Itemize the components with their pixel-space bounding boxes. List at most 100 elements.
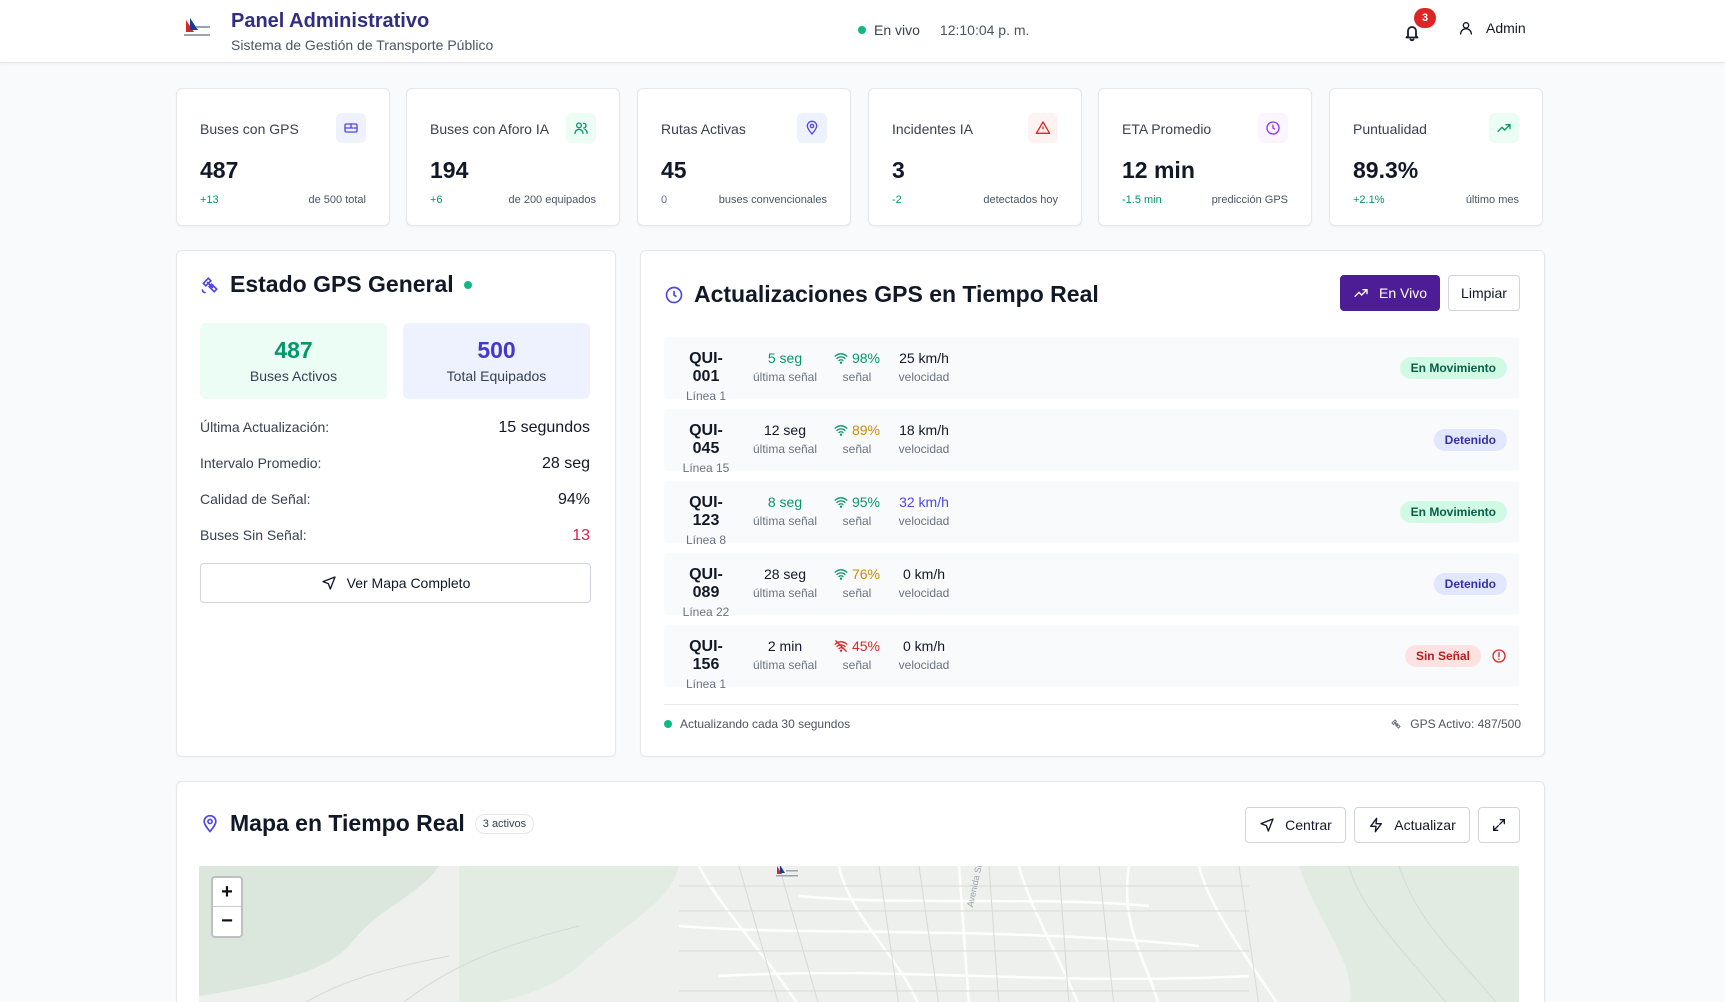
stat-row-signal-quality: Calidad de Señal: 94% [200, 491, 590, 509]
live-indicator: En vivo 12:10:04 p. m. [858, 22, 1029, 38]
bus-id: QUI-156 [689, 638, 723, 673]
fullscreen-button[interactable] [1478, 807, 1520, 843]
stat-row-value: 13 [572, 527, 590, 544]
total-buses-label: Total Equipados [446, 368, 547, 384]
signal-value: 89% [851, 422, 881, 438]
signal-value: 76% [851, 566, 881, 582]
status-dot-icon [664, 720, 672, 728]
last-signal-value: 5 seg [767, 350, 803, 366]
bus-line: Línea 15 [682, 461, 730, 475]
stat-delta: +2.1% [1353, 194, 1385, 206]
wifi-icon [834, 497, 848, 508]
stat-label: Buses con Aforo IA [430, 121, 550, 137]
speed-label: velocidad [898, 370, 950, 384]
clear-button[interactable]: Limpiar [1448, 275, 1520, 311]
user-menu[interactable]: Admin [1458, 20, 1526, 36]
status-badge: Sin Señal [1404, 645, 1481, 667]
table-row[interactable]: QUI-001 Línea 1 5 seg última señal 98% seña… [664, 337, 1519, 403]
total-buses-value: 500 [477, 337, 516, 363]
stat-row-value: 28 seg [541, 455, 590, 472]
update-interval-label: Actualizando cada 30 segundos [680, 717, 851, 731]
users-icon [566, 113, 596, 143]
stat-row-value: 94% [557, 491, 590, 508]
satellite-icon [201, 276, 218, 293]
speed-value: 0 km/h [902, 638, 945, 654]
last-signal-value: 2 min [767, 638, 803, 654]
clock-icon [665, 286, 683, 303]
stat-value: 194 [430, 157, 469, 183]
stat-card-buses-gps: Buses con GPS 487 +13 de 500 total [176, 88, 390, 226]
zoom-out-button[interactable]: − [221, 910, 233, 932]
gps-active-label: GPS Activo: 487/500 [1410, 717, 1521, 731]
signal-value: 98% [851, 350, 881, 366]
active-buses-value: 487 [274, 337, 313, 363]
table-row[interactable]: QUI-045 Línea 15 12 seg última señal 89% se… [664, 409, 1519, 475]
signal-label: señal [842, 658, 872, 672]
bus-icon [336, 113, 366, 143]
divider [664, 704, 1519, 705]
gps-status-header: Estado GPS General [200, 271, 472, 298]
table-row[interactable]: QUI-123 Línea 8 8 seg última señal 95% seña… [664, 481, 1519, 547]
center-map-label: Centrar [1285, 817, 1332, 833]
center-map-button[interactable]: Centrar [1245, 807, 1346, 843]
map-pin-icon [797, 113, 827, 143]
bell-icon[interactable] [1400, 20, 1424, 44]
status-badge: En Movimiento [1399, 501, 1507, 523]
table-row[interactable]: QUI-089 Línea 22 28 seg última señal 76% se… [664, 553, 1519, 619]
zoom-in-button[interactable]: + [213, 878, 241, 907]
stat-note: de 500 total [308, 194, 367, 206]
speed-label: velocidad [898, 514, 950, 528]
active-count-badge: 3 activos [474, 813, 535, 834]
clock-time: 12:10:04 p. m. [939, 22, 1030, 38]
stat-value: 89.3% [1353, 157, 1419, 183]
map-tiles [199, 866, 1519, 1002]
table-row[interactable]: QUI-156 Línea 1 2 min última señal 45% seña… [664, 625, 1519, 691]
stat-row-last-update: Última Actualización: 15 segundos [200, 419, 590, 437]
map-pin-icon [203, 814, 217, 833]
signal-value: 45% [851, 638, 881, 654]
live-button[interactable]: En Vivo [1340, 275, 1440, 311]
expand-icon [1493, 819, 1505, 831]
bus-id: QUI-001 [689, 350, 723, 385]
view-full-map-button[interactable]: Ver Mapa Completo [200, 563, 591, 603]
stat-note: detectados hoy [983, 194, 1058, 206]
stat-delta: +6 [430, 194, 443, 206]
bus-id: QUI-089 [689, 566, 723, 601]
app-logo [184, 18, 210, 36]
clear-button-label: Limpiar [1461, 285, 1507, 301]
lightning-icon [1370, 817, 1383, 833]
stat-label: Puntualidad [1353, 121, 1427, 137]
speed-value: 25 km/h [899, 350, 949, 366]
speed-label: velocidad [898, 442, 950, 456]
bus-marker-icon[interactable] [773, 866, 801, 878]
alert-triangle-icon [1028, 113, 1058, 143]
active-buses-box: 487 Buses Activos [200, 323, 387, 399]
speed-value: 32 km/h [899, 494, 949, 510]
last-signal-label: última señal [752, 370, 818, 384]
signal-label: señal [842, 370, 872, 384]
last-signal-value: 8 seg [767, 494, 803, 510]
signal-label: señal [842, 514, 872, 528]
gps-status-title: Estado GPS General [230, 271, 454, 297]
stat-note: buses convencionales [718, 194, 827, 206]
trending-up-icon [1489, 113, 1519, 143]
map-panel: Mapa en Tiempo Real 3 activos Centrar Ac… [176, 781, 1545, 1002]
map-title: Mapa en Tiempo Real [230, 810, 465, 836]
navigation-icon [321, 576, 336, 590]
stat-row-label: Última Actualización: [200, 419, 330, 435]
gps-active-count: GPS Activo: 487/500 [1390, 717, 1521, 731]
stat-card-rutas-activas: Rutas Activas 45 0 buses convencionales [637, 88, 851, 226]
live-map[interactable]: Avenida Simón Bolívar + − [199, 866, 1519, 1002]
refresh-map-button[interactable]: Actualizar [1354, 807, 1470, 843]
active-buses-label: Buses Activos [249, 368, 338, 384]
top-header: Panel Administrativo Sistema de Gestión … [0, 0, 1725, 63]
user-icon [1460, 22, 1472, 35]
stat-label: ETA Promedio [1122, 121, 1212, 137]
bus-line: Línea 22 [682, 605, 730, 619]
gps-updates-title: Actualizaciones GPS en Tiempo Real [694, 281, 1099, 307]
user-name: Admin [1486, 20, 1526, 36]
trending-up-icon [1354, 289, 1368, 297]
stat-label: Incidentes IA [892, 121, 973, 137]
wifi-icon [834, 425, 848, 436]
stat-delta: 0 [661, 194, 668, 206]
